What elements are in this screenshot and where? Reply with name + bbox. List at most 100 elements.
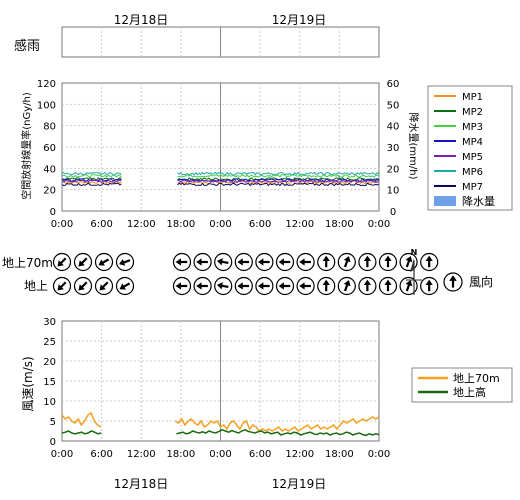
wind-speed-x-tick-label: 12:00: [285, 449, 314, 460]
wind-direction-icon: [296, 252, 315, 272]
wind-arrow-head: [405, 256, 413, 263]
wind-arrow-shaft: [343, 283, 349, 292]
wind-arrow-head: [299, 282, 305, 290]
radiation-y-tick-label: 120: [37, 79, 56, 90]
wind-row-label: 地上70m: [2, 256, 53, 270]
radiation-y2-tick-label: 10: [387, 186, 400, 197]
wind-arrow-head: [216, 282, 223, 290]
radiation-series-MP5: [61, 179, 380, 184]
wind-direction-icon: [234, 252, 253, 272]
wind-arrow-head: [78, 284, 85, 291]
wind-arrow-head: [119, 258, 126, 266]
wind-arrow: [343, 256, 351, 268]
radiation-y-tick-label: 40: [43, 164, 56, 175]
radiation-series-MP3: [61, 173, 379, 178]
wind-arrow: [258, 282, 270, 290]
wind-arrow-head: [57, 260, 64, 267]
wind-legend-label: 地上高: [453, 385, 486, 399]
wind-direction-icon: [172, 276, 192, 296]
wind-arrow-shaft: [59, 281, 67, 289]
wind-arrow-head: [175, 282, 181, 290]
wind-arrow-head: [237, 258, 243, 266]
wind-arrow-shaft: [101, 258, 110, 265]
wind-arrow: [78, 257, 88, 267]
wind-arrow: [98, 258, 110, 266]
wind-arrow-shaft: [80, 257, 88, 265]
wind-arrow-head: [99, 284, 106, 291]
wind-direction-icon: [275, 252, 295, 272]
wind-arrow-head: [175, 258, 181, 266]
wind-arrow-head: [384, 279, 392, 285]
wind-arrow: [299, 282, 311, 290]
wind-speed-chart: 0 5 10 15 20 25 30 0:00 6:00 12:00 18:00 0:00 6:00 12…: [43, 317, 390, 460]
wind-direction-icon: [115, 252, 135, 272]
wind-direction-icon: [94, 276, 114, 296]
wind-arrow: [278, 282, 291, 290]
radiation-x-tick-label: 18:00: [325, 219, 354, 230]
wind-arrow: [175, 258, 188, 266]
wind-direction-icon: [52, 252, 72, 272]
wind-arrow-head: [299, 258, 305, 266]
wind-arrow: [237, 258, 250, 266]
wind-arrow-head: [322, 255, 330, 261]
wind-arrow-head: [78, 260, 85, 267]
wind-direction-icon: [234, 276, 253, 296]
radiation-series-MP4: [61, 178, 380, 182]
wind-direction-icon: [214, 252, 233, 272]
wind-row-label: 地上: [24, 279, 48, 293]
legend-label-MP3: MP3: [462, 122, 483, 133]
legend-swatch-rain: [434, 196, 456, 206]
wind-direction-legend-icon: [443, 272, 463, 292]
wind-arrow-head: [278, 258, 284, 266]
wind-speed-x-tick-label: 0:00: [209, 449, 231, 460]
precipitation-y-axis-label: 降水量(mm/h): [407, 113, 420, 180]
wind-direction-icon: [94, 252, 114, 272]
wind-direction-icon: [255, 252, 274, 272]
wind-arrow-head: [384, 255, 392, 261]
wind-speed-y-tick-label: 5: [50, 417, 56, 428]
wind-direction-icon: [420, 276, 439, 296]
wind-speed-x-tick-label: 12:00: [127, 449, 156, 460]
wind-arrow-shaft: [80, 281, 88, 289]
radiation-y2-tick-label: 0: [390, 207, 396, 218]
legend-label-MP1: MP1: [462, 92, 483, 103]
radiation-series-MP7: [61, 182, 380, 187]
wind-direction-icon: [193, 276, 212, 296]
wind-arrow: [449, 275, 457, 288]
wind-arrow: [196, 282, 208, 290]
wind-direction-icon: [275, 276, 295, 296]
wind-direction-icon: [337, 252, 356, 272]
wind-arrow: [258, 258, 270, 266]
wind-arrow-head: [278, 282, 284, 290]
wind-arrow: [343, 280, 351, 292]
wind-direction-icon: [358, 276, 377, 296]
wind-arrow: [405, 256, 413, 268]
wind-arrow-head: [363, 279, 371, 285]
wind-direction-legend-label: 風向: [469, 274, 493, 289]
wind-arrow-head: [322, 279, 330, 285]
wind-direction-icon: [193, 252, 212, 272]
wind-speed-x-tick-label: 6:00: [249, 449, 271, 460]
wind-arrow-head: [119, 283, 126, 290]
wind-arrow: [57, 281, 67, 291]
wind-arrow-head: [405, 280, 413, 287]
wind-speed-y-tick-label: 25: [43, 337, 56, 348]
wind-direction-icon: [52, 276, 72, 296]
wind-speed-x-tick-label: 6:00: [90, 449, 112, 460]
wind-arrow: [363, 255, 371, 268]
wind-speed-x-tick-label: 0:00: [51, 449, 73, 460]
wind-arrow-shaft: [101, 281, 109, 289]
wind-direction-icon: [358, 252, 377, 272]
radiation-x-tick-label: 18:00: [166, 219, 195, 230]
wind-arrow: [57, 257, 67, 267]
wind-arrow-head: [258, 258, 264, 266]
wind-direction-icon: [317, 252, 336, 272]
legend-label-MP5: MP5: [462, 152, 483, 163]
wind-arrow: [175, 282, 188, 290]
wind-direction-icon: [317, 276, 336, 296]
wind-arrow: [216, 282, 229, 290]
north-label: N: [411, 248, 418, 257]
